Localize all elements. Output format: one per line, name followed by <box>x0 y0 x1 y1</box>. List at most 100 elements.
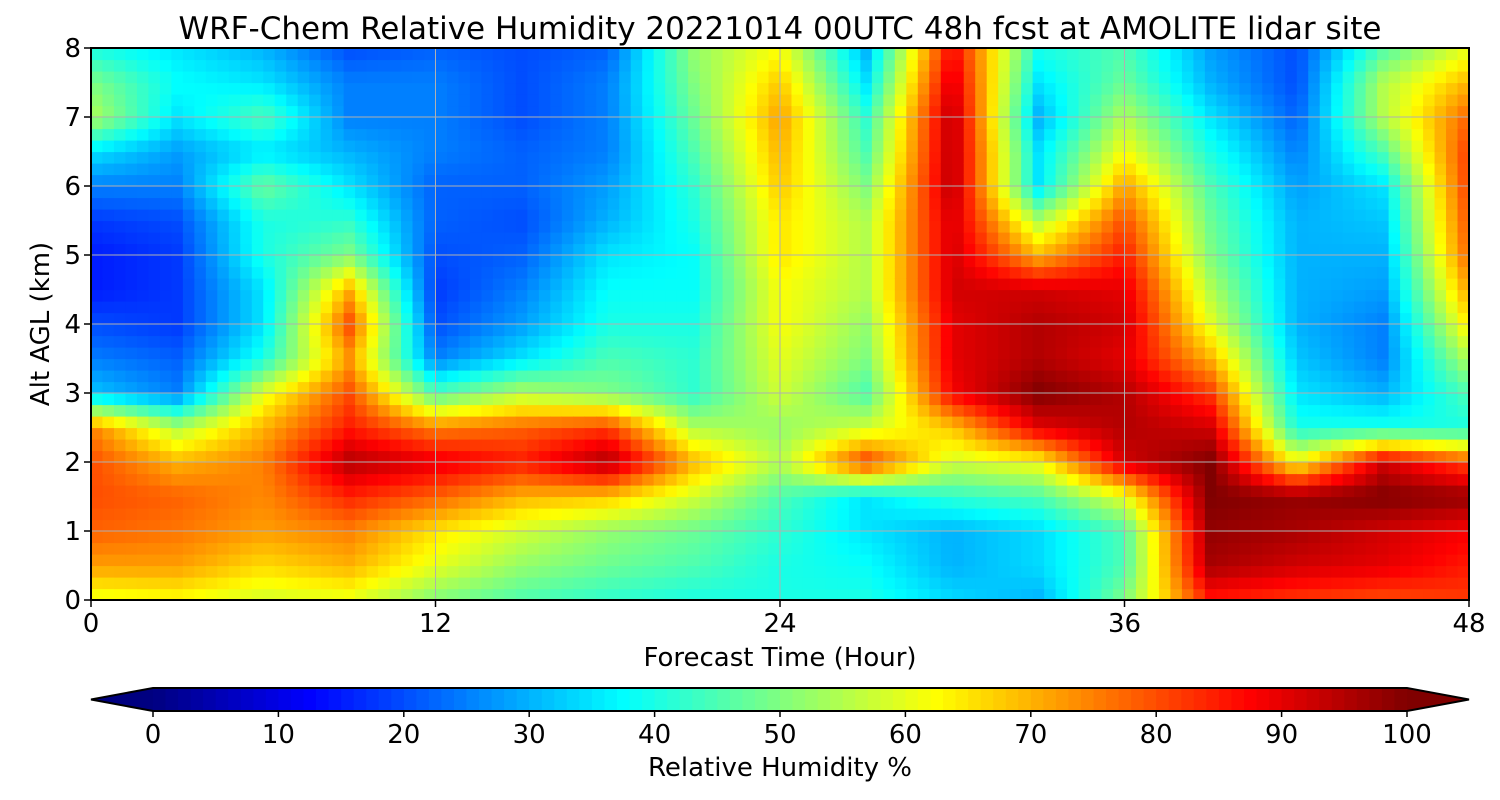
heatmap-cell <box>378 186 391 199</box>
heatmap-cell <box>596 232 609 245</box>
heatmap-cell <box>929 370 942 383</box>
heatmap-cell <box>366 48 379 61</box>
heatmap-cell <box>802 450 816 463</box>
heatmap-cell <box>1193 289 1206 302</box>
heatmap-cell <box>1021 393 1034 406</box>
heatmap-cell <box>205 105 218 118</box>
heatmap-cell <box>745 473 758 486</box>
heatmap-cell <box>205 324 218 337</box>
heatmap-cell <box>194 94 207 107</box>
heatmap-cell <box>837 197 850 210</box>
heatmap-cell <box>998 82 1011 95</box>
heatmap-cell <box>240 358 253 371</box>
heatmap-cell <box>642 163 655 176</box>
heatmap-cell <box>263 588 276 600</box>
heatmap-cell <box>504 496 517 509</box>
heatmap-cell <box>1021 519 1034 532</box>
heatmap-cell <box>1262 577 1275 590</box>
heatmap-cell <box>1147 94 1160 107</box>
heatmap-cell <box>768 59 781 72</box>
heatmap-cell <box>1170 289 1183 302</box>
heatmap-cell <box>538 347 551 360</box>
heatmap-cell <box>929 347 942 360</box>
heatmap-cell <box>699 94 712 107</box>
heatmap-cell <box>550 496 563 509</box>
heatmap-cell <box>515 473 528 486</box>
heatmap-cell <box>607 324 620 337</box>
heatmap-cell <box>780 289 793 302</box>
heatmap-cell <box>355 220 368 233</box>
heatmap-cell <box>182 439 195 452</box>
heatmap-cell <box>194 450 207 463</box>
heatmap-cell <box>998 404 1011 417</box>
heatmap-cell <box>906 519 919 532</box>
heatmap-cell <box>469 473 483 486</box>
heatmap-cell <box>401 577 414 590</box>
heatmap-cell <box>1055 105 1068 118</box>
heatmap-cell <box>1262 243 1275 256</box>
heatmap-cell <box>619 232 632 245</box>
heatmap-cell <box>159 450 172 463</box>
heatmap-cell <box>917 439 930 452</box>
heatmap-cell <box>309 554 322 567</box>
heatmap-cell <box>734 209 747 222</box>
heatmap-cell <box>286 232 299 245</box>
heatmap-cell <box>780 59 793 72</box>
heatmap-cell <box>504 301 517 314</box>
heatmap-cell <box>917 370 930 383</box>
heatmap-cell <box>1262 220 1275 233</box>
heatmap-cell <box>205 82 218 95</box>
heatmap-cell <box>860 209 873 222</box>
heatmap-cell <box>607 105 620 118</box>
heatmap-cell <box>998 312 1011 325</box>
heatmap-cell <box>1273 370 1286 383</box>
heatmap-cell <box>917 278 930 291</box>
heatmap-cell <box>894 312 907 325</box>
heatmap-cell <box>217 94 230 107</box>
heatmap-cell <box>274 381 287 394</box>
heatmap-cell <box>963 312 976 325</box>
heatmap-cell <box>1101 485 1114 498</box>
heatmap-cell <box>584 496 597 509</box>
heatmap-cell <box>1285 554 1298 567</box>
heatmap-cell <box>1239 393 1252 406</box>
heatmap-cell <box>952 416 965 429</box>
heatmap-cell <box>1239 404 1252 417</box>
heatmap-cell <box>1181 427 1194 440</box>
heatmap-cell <box>711 370 724 383</box>
heatmap-cell <box>228 266 241 279</box>
heatmap-cell <box>1055 151 1068 164</box>
heatmap-cell <box>1158 289 1172 302</box>
heatmap-cell <box>1055 278 1068 291</box>
heatmap-cell <box>343 48 356 61</box>
heatmap-cell <box>929 301 942 314</box>
heatmap-cell <box>791 473 804 486</box>
heatmap-cell <box>527 427 540 440</box>
heatmap-cell <box>159 439 172 452</box>
heatmap-cell <box>1044 94 1057 107</box>
heatmap-cell <box>171 427 184 440</box>
heatmap-cell <box>711 508 724 521</box>
heatmap-cell <box>573 301 586 314</box>
heatmap-cell <box>550 404 563 417</box>
heatmap-cell <box>102 439 115 452</box>
heatmap-cell <box>205 462 218 475</box>
heatmap-cell <box>1124 197 1137 210</box>
heatmap-cell <box>917 312 930 325</box>
heatmap-cell <box>825 71 839 84</box>
heatmap-cell <box>860 565 873 578</box>
heatmap-cell <box>848 508 861 521</box>
heatmap-cell <box>297 140 310 153</box>
heatmap-cell <box>734 289 747 302</box>
heatmap-cell <box>596 59 609 72</box>
heatmap-cell <box>837 71 850 84</box>
heatmap-cell <box>940 128 953 141</box>
heatmap-cell <box>734 59 747 72</box>
heatmap-cell <box>1239 439 1252 452</box>
heatmap-cell <box>1147 243 1160 256</box>
heatmap-cell <box>125 163 138 176</box>
heatmap-cell <box>389 416 402 429</box>
heatmap-cell <box>745 439 758 452</box>
heatmap-cell <box>148 186 161 199</box>
heatmap-cell <box>401 243 414 256</box>
